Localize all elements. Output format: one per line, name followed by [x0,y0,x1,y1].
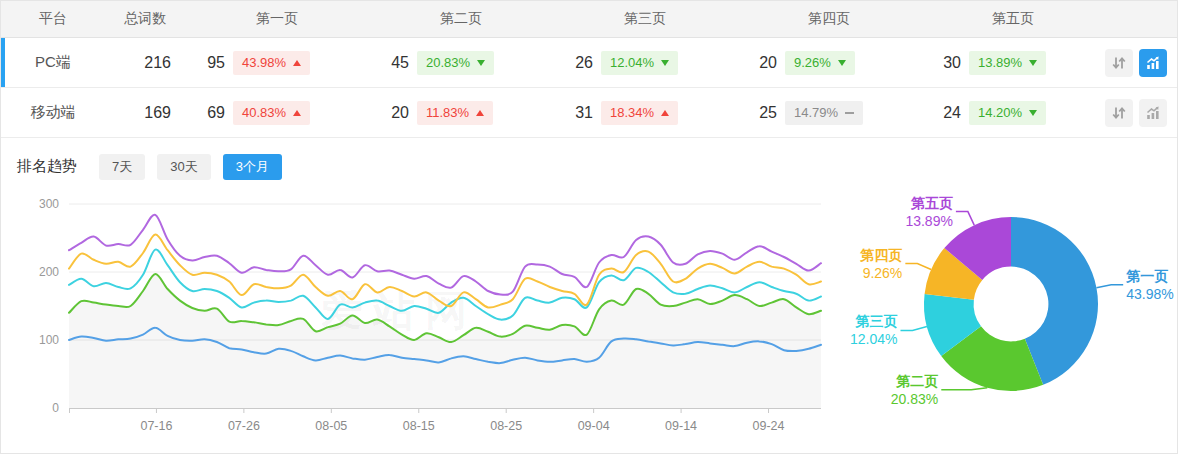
svg-text:07-16: 07-16 [140,419,172,433]
page-count-value: 30 [921,54,961,72]
page-count-value: 26 [553,54,593,72]
column-header: 平台 [1,10,105,28]
trend-badge: 14.79% [785,101,863,125]
svg-text:09-14: 09-14 [665,419,697,433]
trend-badge: 20.83% [417,51,494,75]
donut-label: 第四页 [859,247,902,263]
donut-label: 第二页 [895,373,938,389]
swap-arrows-icon [1110,104,1128,122]
range-tab-30天[interactable]: 30天 [157,154,210,180]
donut-value: 13.89% [905,213,952,229]
page-count-value: 45 [369,54,409,72]
arrow-down-icon [1029,110,1037,116]
arrow-down-icon [1029,60,1037,66]
donut-value: 9.26% [863,265,903,281]
svg-text:300: 300 [39,197,59,211]
svg-text:200: 200 [39,265,59,279]
trend-badge: 13.89% [969,51,1046,75]
arrow-up-icon [293,60,301,66]
trend-badge: 40.83% [233,101,310,125]
column-header: 第二页 [369,10,553,28]
column-header: 总词数 [105,10,185,28]
svg-text:08-15: 08-15 [403,419,435,433]
range-tab-3个月[interactable]: 3个月 [223,154,282,180]
sort-toggle-button[interactable] [1105,99,1133,127]
percent-value: 43.98% [242,55,286,70]
donut-value: 20.83% [891,391,938,407]
arrow-up-icon [476,110,484,116]
donut-label: 第一页 [1125,268,1168,284]
percent-value: 14.79% [794,105,838,120]
svg-text:100: 100 [39,333,59,347]
percent-value: 40.83% [242,105,286,120]
percent-value: 9.26% [794,55,831,70]
page-count-value: 24 [921,104,961,122]
total-keywords-value: 169 [105,104,185,122]
page-count-value: 69 [185,104,225,122]
svg-text:08-05: 08-05 [315,419,347,433]
page-count-value: 95 [185,54,225,72]
donut-value: 12.04% [850,331,897,347]
percent-value: 11.83% [426,105,469,120]
page-distribution-donut: 第一页 43.98% 第二页 20.83% 第三页 12.04% 第四页 9.26% 第五页 13… [829,169,1178,454]
platform-label: 移动端 [1,103,105,122]
page-count-value: 31 [553,104,593,122]
percent-value: 20.83% [426,55,470,70]
svg-text:07-26: 07-26 [228,419,260,433]
column-header: 第四页 [737,10,921,28]
sort-toggle-button[interactable] [1105,49,1133,77]
flat-dash-icon [845,112,854,114]
arrow-up-icon [293,110,301,116]
platform-label: PC端 [1,53,105,72]
percent-value: 13.89% [978,55,1022,70]
trend-badge: 9.26% [785,51,855,75]
column-header: 第一页 [185,10,369,28]
percent-value: 18.34% [610,105,654,120]
arrow-down-icon [477,60,485,66]
trend-badge: 18.34% [601,101,678,125]
svg-text:09-04: 09-04 [578,419,610,433]
column-header: 第三页 [553,10,737,28]
svg-text:09-24: 09-24 [753,419,785,433]
column-header: 第五页 [921,10,1105,28]
arrow-down-icon [838,60,846,66]
donut-value: 43.98% [1126,286,1173,302]
trend-line-chart: 0100200300爱站网07-1607-2608-0508-1508-2509… [1,189,841,454]
table-header-row: 平台总词数第一页第二页第三页第四页第五页 [1,1,1177,38]
show-chart-button[interactable] [1139,99,1167,127]
trend-badge: 43.98% [233,51,310,75]
page-count-value: 20 [369,104,409,122]
arrow-down-icon [661,60,669,66]
range-tab-7天[interactable]: 7天 [99,154,145,180]
page-count-value: 20 [737,54,777,72]
donut-label: 第五页 [910,195,953,211]
total-keywords-value: 216 [105,54,185,72]
bar-chart-icon [1144,104,1162,122]
trend-title: 排名趋势 [17,157,77,176]
show-chart-button[interactable] [1139,49,1167,77]
trend-badge: 11.83% [417,101,493,125]
percent-value: 14.20% [978,105,1022,120]
donut-label: 第三页 [854,313,897,329]
trend-badge: 12.04% [601,51,678,75]
percent-value: 12.04% [610,55,654,70]
keyword-rank-panel: 平台总词数第一页第二页第三页第四页第五页 PC端2169543.98%4520.… [0,0,1178,454]
svg-text:08-25: 08-25 [490,419,522,433]
svg-text:0: 0 [52,401,59,415]
swap-arrows-icon [1110,54,1128,72]
trend-badge: 14.20% [969,101,1046,125]
bar-chart-icon [1144,54,1162,72]
table-row[interactable]: PC端21695 43.98% 45 20.83% 26 12.04% 20 9.26% 30 1… [1,38,1177,88]
arrow-up-icon [661,110,669,116]
page-count-value: 25 [737,104,777,122]
table-row[interactable]: 移动端16969 40.83% 20 11.83% 31 18.34% 25 14.79% 24… [1,88,1177,138]
